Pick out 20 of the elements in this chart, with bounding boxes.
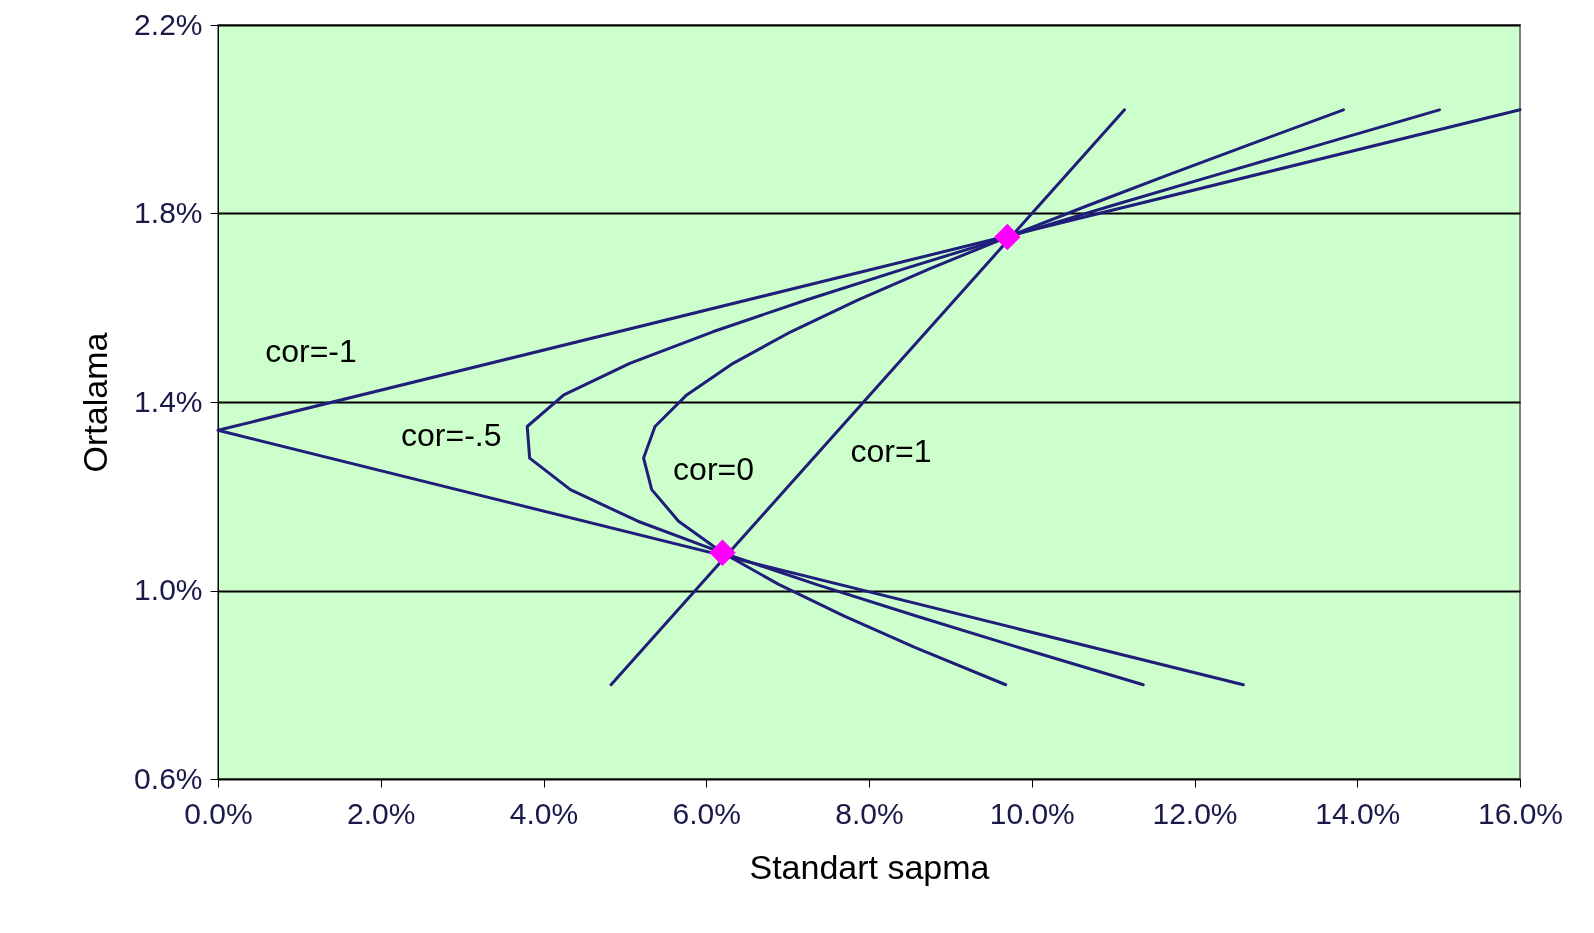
x-tick-label: 8.0% xyxy=(835,796,904,830)
x-tick-label: 6.0% xyxy=(672,796,741,830)
series-label: cor=1 xyxy=(850,432,932,469)
x-tick-label: 4.0% xyxy=(509,796,579,830)
y-tick-label: 1.8% xyxy=(134,196,203,229)
series-label: cor=0 xyxy=(673,451,755,488)
x-tick-label: 16.0% xyxy=(1477,796,1564,830)
y-tick-label: 1.0% xyxy=(134,573,203,606)
y-axis-title: Ortalama xyxy=(76,332,115,473)
x-tick-label: 14.0% xyxy=(1315,796,1401,830)
y-tick-label: 2.2% xyxy=(134,7,203,41)
series-label: cor=-.5 xyxy=(400,416,502,453)
y-tick-label: 0.6% xyxy=(134,761,203,795)
x-axis-title: Standart sapma xyxy=(749,847,990,886)
x-tick-label: 2.0% xyxy=(347,796,416,830)
x-tick-label: 12.0% xyxy=(1152,796,1238,830)
x-tick-label: 0.0% xyxy=(184,796,253,830)
x-tick-label: 10.0% xyxy=(989,796,1075,830)
series-label: cor=-1 xyxy=(265,333,357,370)
y-tick-label: 1.4% xyxy=(134,384,203,418)
